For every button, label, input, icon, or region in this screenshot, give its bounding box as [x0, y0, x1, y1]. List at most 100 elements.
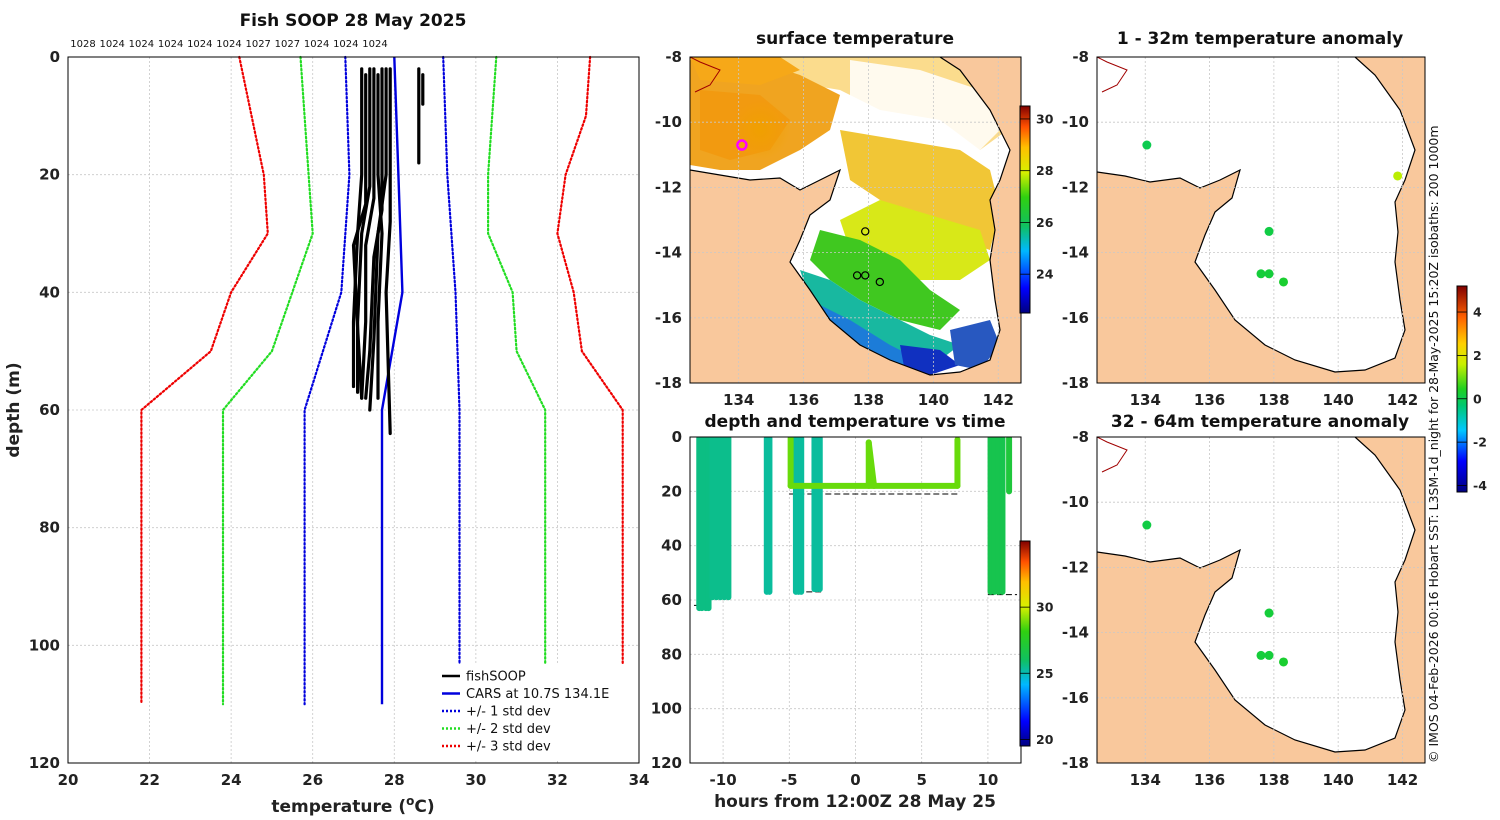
anomaly-32-64-point-1	[1264, 608, 1274, 618]
profile-y-tick-0: 0	[50, 48, 60, 66]
depth-time-x-tick-0: -10	[710, 771, 737, 789]
pressure-label-0: 1028	[70, 39, 95, 50]
anomaly-32-64-points	[1142, 520, 1289, 667]
anomaly-1-32-panel: 1 - 32m temperature anomaly 134 136 138 140…	[1062, 29, 1426, 409]
anomaly-colorbar-frame	[1456, 285, 1468, 493]
anomaly-32-64-x-tick-2: 138	[1258, 771, 1289, 789]
sst-colorbar-ticks: 24 26 28 30	[1020, 111, 1054, 282]
sst-x-tick-3: 140	[918, 391, 949, 409]
depth-time-colorbar	[1020, 541, 1030, 746]
anomaly-colorbar-tick-2: 0	[1473, 391, 1482, 406]
depth-time-colorbar-ticks: 20 25 30	[1020, 600, 1054, 747]
profile-legend: fishSOOP CARS at 10.7S 134.1E +/- 1 std de…	[438, 664, 636, 759]
profile-y-tick-6: 120	[29, 754, 60, 772]
anomaly-1-32-point-5	[1393, 171, 1403, 181]
anomaly-1-32-y-tick-0: -8	[1072, 48, 1089, 66]
profile-y-tick-1: 20	[39, 166, 60, 184]
depth-time-y-tick-1: 20	[661, 482, 682, 500]
profile-y-label: depth (m)	[4, 362, 24, 457]
sst-x-tick-1: 136	[788, 391, 819, 409]
anomaly-1-32-y-tick-1: -10	[1062, 113, 1089, 131]
profile-x-tick-6: 32	[547, 771, 568, 789]
fishsoop-profile-7	[351, 73, 368, 400]
pressure-label-7: 1027	[275, 39, 300, 50]
fishsoop-profile-3	[364, 67, 384, 400]
profile-x-label: temperature (oC)	[271, 794, 434, 817]
sst-station-4	[875, 277, 885, 287]
profile-x-tick-2: 24	[221, 771, 242, 789]
anomaly-1-32-title: 1 - 32m temperature anomaly	[1117, 29, 1403, 49]
sst-y-tick-4: -16	[655, 309, 682, 327]
legend-label-0: fishSOOP	[466, 670, 526, 685]
series-line--3-std	[556, 55, 624, 706]
profile-x-tick-0: 20	[58, 771, 79, 789]
anomaly-32-64-x-tick-1: 136	[1194, 771, 1225, 789]
sst-x-tick-0: 134	[723, 391, 754, 409]
anomaly-1-32-x-tick-0: 134	[1130, 391, 1161, 409]
anomaly-1-32-frame	[1096, 56, 1426, 384]
anomaly-1-32-points	[1142, 140, 1403, 287]
profile-title: Fish SOOP 28 May 2025	[240, 11, 467, 31]
pressure-label-4: 1024	[187, 39, 212, 50]
pressure-label-1: 1024	[99, 39, 124, 50]
pressure-label-10: 1024	[362, 39, 387, 50]
depth-time-y-ticks: 0 20 40 60 80 100 120	[651, 428, 682, 772]
fishsoop-profile-2	[360, 67, 376, 400]
depth-time-x-tick-1: -5	[781, 771, 798, 789]
anomaly-1-32-x-tick-1: 136	[1194, 391, 1225, 409]
sst-field	[690, 57, 1021, 383]
depth-time-colorbar-tick-0: 20	[1036, 732, 1054, 747]
sst-y-tick-5: -18	[655, 374, 682, 392]
anomaly-32-64-y-tick-3: -14	[1062, 624, 1089, 642]
depth-time-y-tick-5: 100	[651, 700, 682, 718]
anomaly-32-64-panel: 32 - 64m temperature anomaly 134 136 138 14…	[1062, 412, 1426, 789]
anomaly-1-32-map	[1097, 57, 1425, 383]
anomaly-32-64-title: 32 - 64m temperature anomaly	[1111, 412, 1409, 432]
series-line--3-std	[140, 55, 269, 706]
sst-colorbar-tick-3: 30	[1036, 111, 1054, 126]
sst-colorbar-frame	[1019, 105, 1031, 314]
anomaly-1-32-point-4	[1279, 277, 1289, 287]
profile-x-tick-1: 22	[139, 771, 160, 789]
legend-box	[438, 664, 636, 759]
anomaly-32-64-y-ticks: -8 -10 -12 -14 -16 -18	[1062, 428, 1089, 772]
pressure-label-5: 1024	[216, 39, 241, 50]
depth-time-y-tick-4: 80	[661, 645, 682, 663]
sst-station-1	[861, 227, 870, 236]
profile-y-tick-2: 40	[39, 283, 60, 301]
sst-title: surface temperature	[756, 29, 954, 49]
anomaly-32-64-land	[1097, 437, 1425, 763]
sst-colorbar-tick-2: 28	[1036, 163, 1053, 178]
fishsoop-profile-6	[384, 67, 392, 436]
anomaly-32-64-x-tick-4: 142	[1387, 771, 1418, 789]
depth-time-title: depth and temperature vs time	[705, 412, 1006, 432]
anomaly-32-64-y-tick-4: -16	[1062, 689, 1089, 707]
anomaly-colorbar-tick-4: -4	[1473, 478, 1487, 493]
anomaly-1-32-y-tick-4: -16	[1062, 309, 1089, 327]
anomaly-32-64-map	[1097, 437, 1425, 763]
depth-time-x-tick-3: 5	[916, 771, 926, 789]
pressure-labels: 1028 1024 1024 1024 1024 1024 1027 1027 1024 1024…	[70, 39, 387, 50]
profile-grid	[67, 56, 640, 764]
depth-time-x-label: hours from 12:00Z 28 May 25	[714, 792, 996, 812]
anomaly-1-32-point-0	[1142, 140, 1152, 150]
anomaly-32-64-y-tick-5: -18	[1062, 754, 1089, 772]
sst-colorbar-tick-1: 26	[1036, 215, 1054, 230]
legend-label-2: +/- 1 std dev	[466, 705, 551, 720]
sst-y-tick-0: -8	[665, 48, 682, 66]
sst-stations	[736, 139, 885, 287]
sst-map-panel: surface temperature 134 136 138 140 142	[655, 29, 1054, 409]
anomaly-1-32-point-3	[1264, 269, 1274, 279]
depth-time-colorbar-tick-1: 25	[1036, 666, 1053, 681]
legend-label-1: CARS at 10.7S 134.1E	[466, 687, 609, 702]
sst-station-3	[861, 271, 870, 280]
anomaly-32-64-frame	[1096, 436, 1426, 764]
profile-x-tick-5: 30	[465, 771, 486, 789]
depth-time-x-tick-2: 0	[850, 771, 860, 789]
anomaly-32-64-x-tick-3: 140	[1323, 771, 1354, 789]
sst-y-tick-1: -10	[655, 113, 682, 131]
anomaly-32-64-x-ticks: 134 136 138 140 142	[1130, 771, 1419, 789]
profile-y-tick-5: 100	[29, 636, 60, 654]
sst-x-tick-4: 142	[983, 391, 1014, 409]
